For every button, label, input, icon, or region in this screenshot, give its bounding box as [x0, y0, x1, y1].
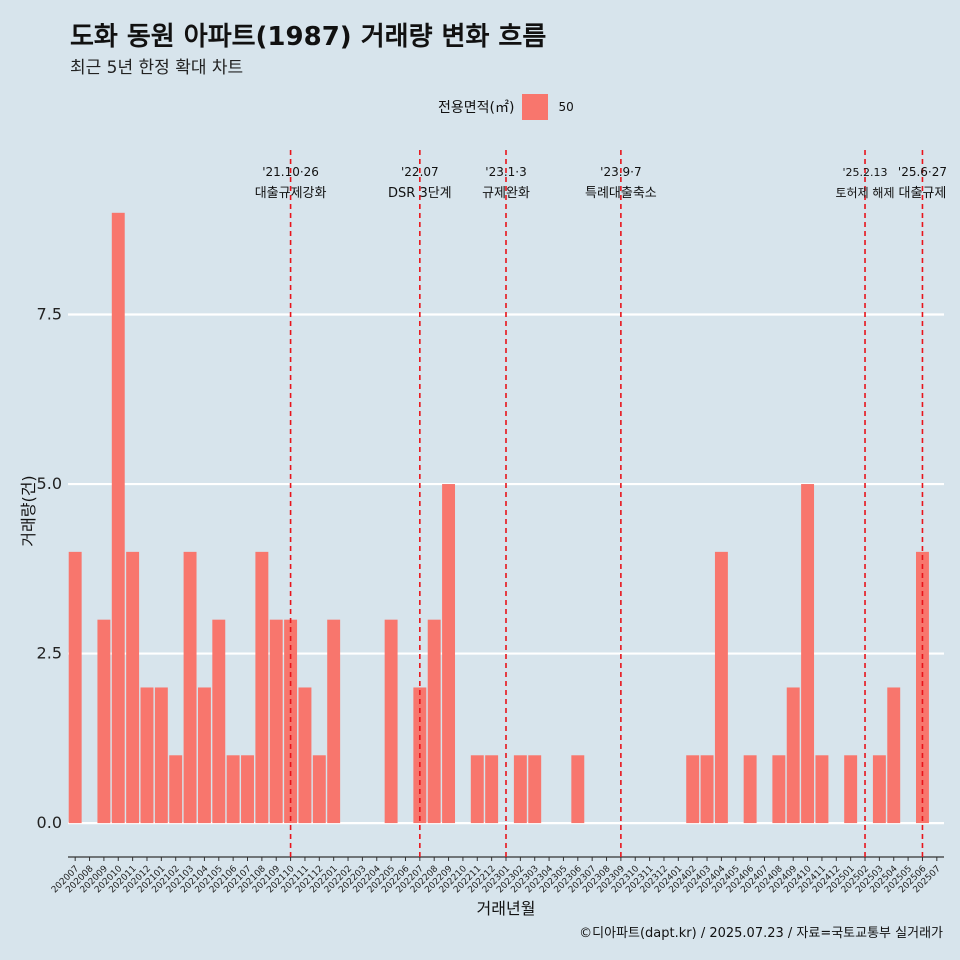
bar: [470, 755, 484, 824]
bar: [111, 212, 125, 824]
bar: [241, 755, 254, 824]
bar: [312, 755, 326, 824]
y-axis-title: 거래량(건): [19, 475, 38, 546]
bar: [700, 755, 714, 824]
chart-subtitle: 최근 5년 한정 확대 차트: [70, 58, 244, 78]
bar: [298, 687, 312, 824]
bar: [384, 619, 398, 824]
bar: [528, 755, 542, 824]
event-label: 대출규제강화: [255, 186, 327, 201]
bar: [485, 755, 499, 824]
event-date-label: '22.07: [401, 165, 439, 179]
y-tick-label: 5.0: [37, 474, 62, 493]
event-date-label: '21.10·26: [262, 165, 319, 179]
bar: [269, 619, 283, 824]
event-label: 특례대출축소: [585, 186, 657, 201]
bar: [255, 551, 269, 824]
bar: [571, 755, 585, 824]
bar: [801, 484, 815, 824]
bar: [183, 551, 197, 824]
bar: [68, 551, 82, 824]
legend-label: 50: [558, 100, 574, 114]
bar: [442, 484, 456, 824]
bar: [197, 687, 211, 824]
bar: [513, 755, 527, 824]
bar: [427, 619, 441, 824]
legend: 전용면적(㎡) 50: [438, 93, 574, 121]
chart-title: 도화 동원 아파트(1987) 거래량 변화 흐름: [70, 22, 547, 52]
bar: [327, 619, 341, 824]
event-date-label: '25.6·27: [898, 165, 947, 179]
event-label: 토허제 해제: [836, 186, 895, 200]
bar: [872, 755, 886, 824]
bar: [844, 755, 858, 824]
x-axis-title: 거래년월: [477, 899, 536, 918]
bar: [154, 687, 168, 824]
legend-color-key: [522, 94, 549, 120]
event-label: 대출규제: [899, 186, 947, 201]
event-date-label: '23.9·7: [600, 165, 641, 179]
event-label: 규제완화: [482, 186, 530, 201]
bar: [786, 687, 800, 824]
bar: [772, 755, 786, 824]
bar: [915, 551, 929, 824]
event-label: DSR 3단계: [388, 186, 452, 201]
bar: [212, 619, 226, 824]
bar: [226, 755, 240, 824]
y-tick-label: 7.5: [37, 305, 62, 324]
bar: [686, 755, 700, 824]
legend-title: 전용면적(㎡): [438, 100, 515, 116]
bar: [97, 619, 111, 824]
source-caption: ©디아파트(dapt.kr) / 2025.07.23 / 자료=국토교통부 실…: [579, 926, 943, 941]
event-date-label: '23.1·3: [485, 165, 526, 179]
y-tick-label: 2.5: [37, 644, 62, 663]
bar: [126, 551, 140, 824]
bar: [887, 687, 901, 824]
bar: [743, 755, 757, 824]
y-tick-label: 0.0: [37, 813, 62, 832]
bar: [140, 687, 154, 824]
bar: [714, 551, 728, 824]
event-date-label: '25.2.13: [843, 166, 888, 179]
bar: [815, 755, 829, 824]
bar: [169, 755, 183, 824]
